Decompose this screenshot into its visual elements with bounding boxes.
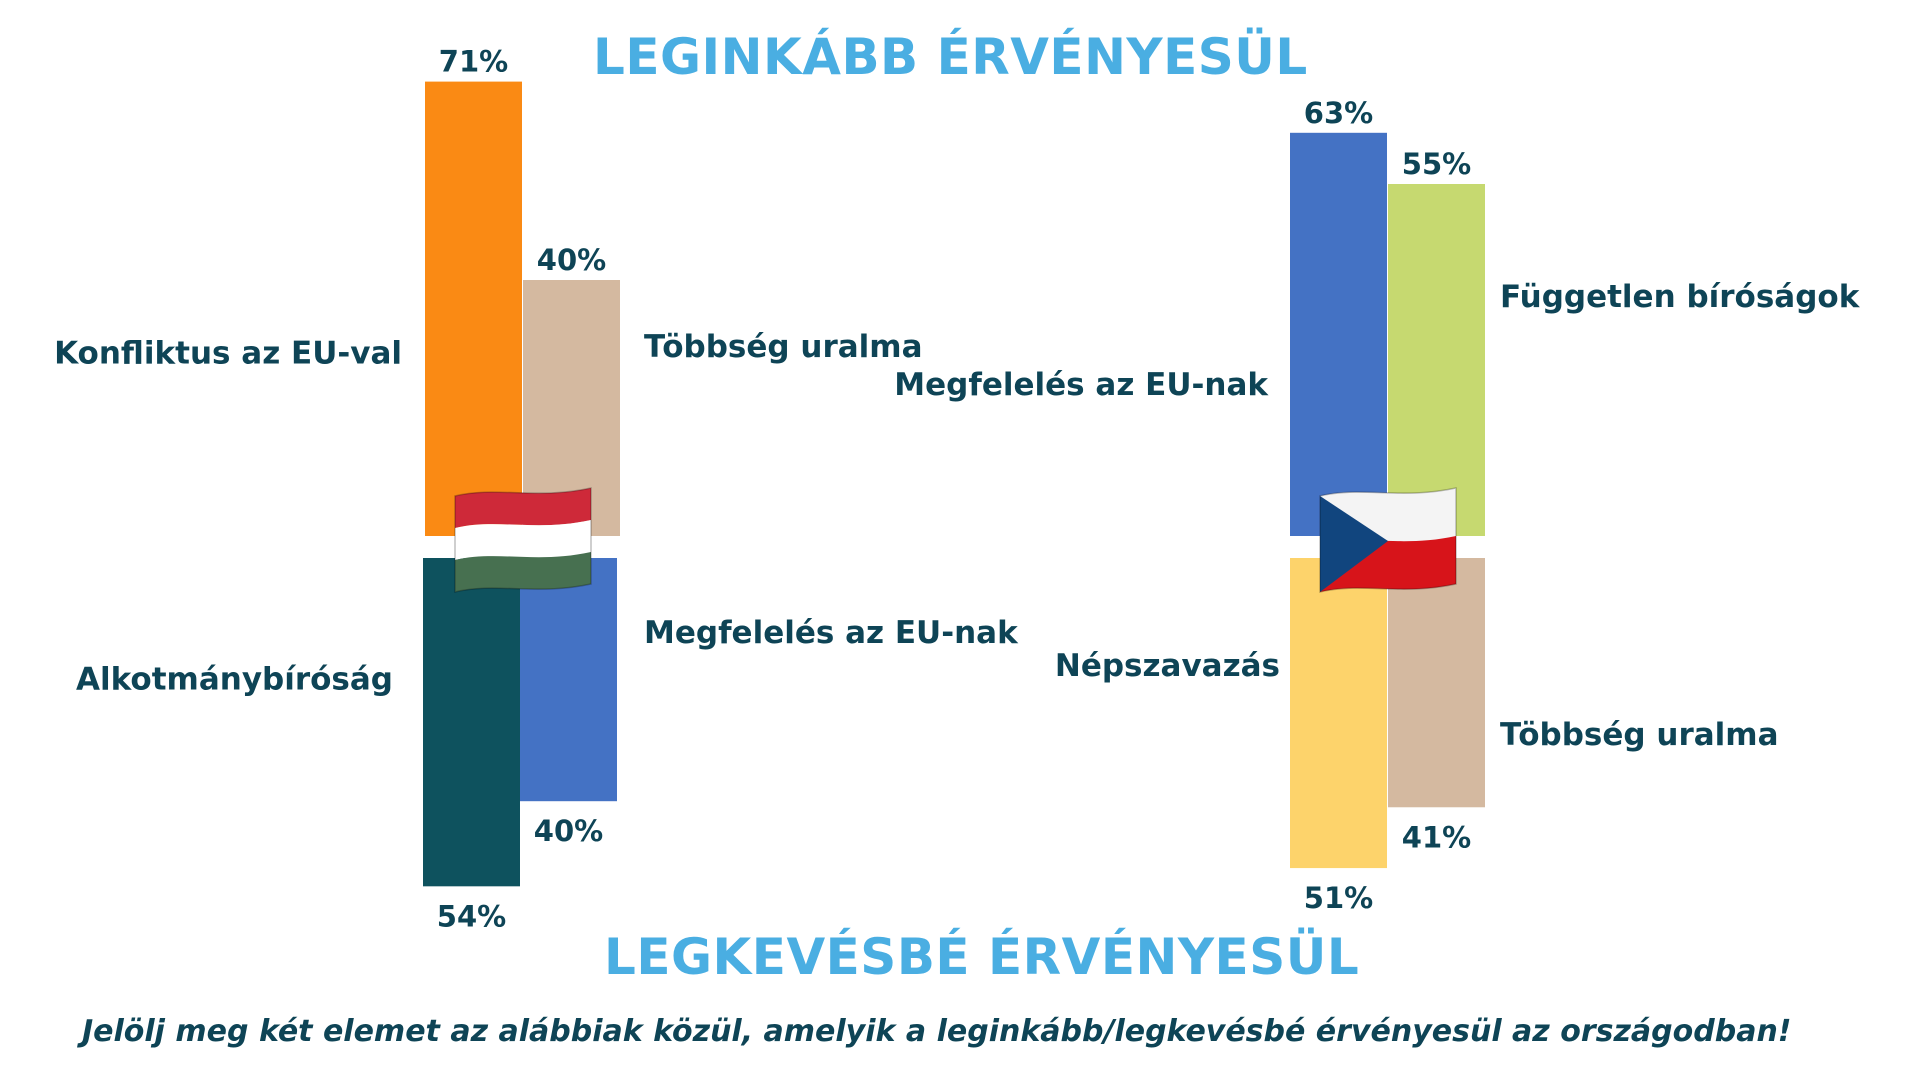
value-label-most-1-0: 63% (1304, 96, 1373, 130)
bar-least-0-1 (520, 558, 617, 802)
bar-least-0-0 (423, 558, 520, 887)
category-label-most-0-0: Konfliktus az EU-val (54, 335, 402, 371)
bar-least-1-1 (1388, 558, 1485, 808)
bar-least-1-0 (1290, 558, 1387, 869)
flag-outline (1319, 487, 1457, 593)
value-label-most-1-1: 55% (1402, 147, 1471, 181)
bar-most-1-1 (1388, 184, 1485, 536)
flag-outline (454, 487, 592, 593)
value-label-most-0-0: 71% (439, 45, 508, 79)
category-label-most-1-1: Független bíróságok (1500, 279, 1861, 315)
category-label-least-0-1: Megfelelés az EU-nak (644, 615, 1019, 651)
category-label-most-1-0: Megfelelés az EU-nak (894, 367, 1269, 403)
value-label-least-0-0: 54% (437, 899, 506, 933)
value-label-least-1-0: 51% (1304, 881, 1373, 915)
hungary-flag-icon (454, 487, 592, 593)
category-label-least-1-0: Népszavazás (1055, 648, 1280, 684)
flag-triangle-blue (1320, 496, 1388, 592)
question-text: Jelölj meg két elemet az alábbiak közül,… (82, 1014, 1792, 1049)
title-least: LEGKEVÉSBÉ ÉRVÉNYESÜL (604, 928, 1360, 986)
category-label-least-0-0: Alkotmánybíróság (76, 661, 393, 697)
category-label-most-0-1: Többség uralma (644, 329, 923, 365)
bar-most-0-0 (425, 81, 522, 536)
value-label-least-1-1: 41% (1402, 820, 1471, 854)
category-label-least-1-1: Többség uralma (1500, 717, 1779, 753)
value-label-least-0-1: 40% (534, 814, 603, 848)
value-label-most-0-1: 40% (537, 243, 606, 277)
title-most: LEGINKÁBB ÉRVÉNYESÜL (593, 28, 1308, 86)
czech-flag-icon (1319, 487, 1457, 593)
bar-most-1-0 (1290, 132, 1387, 537)
flag-stripe-red (455, 488, 591, 528)
flag-stripe-white (455, 520, 591, 560)
flag-stripe-green (455, 552, 591, 592)
